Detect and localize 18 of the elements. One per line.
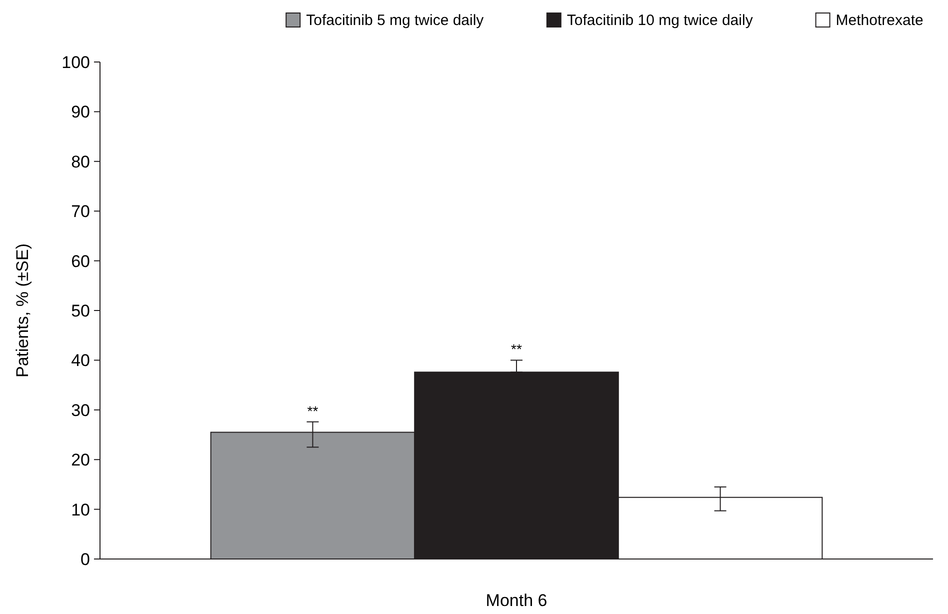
annotation: ** [511, 341, 522, 358]
y-tick-label: 10 [71, 500, 90, 520]
y-tick-label: 30 [71, 400, 90, 420]
y-tick-label: 60 [71, 252, 90, 271]
x-tick-label: Month 6 [486, 591, 548, 610]
legend-label: Tofacitinib 10 mg twice daily [566, 12, 754, 29]
y-axis-title: Patients, % (±SE) [13, 243, 32, 378]
y-tick-label: 70 [71, 202, 90, 222]
annotation: ** [307, 402, 319, 419]
y-tick-label: 100 [62, 52, 90, 72]
legend-label: Methotrexate [836, 12, 924, 29]
y-tick-label: 20 [71, 450, 90, 470]
legend-label: Tofacitinib 5 mg twice daily [306, 12, 484, 29]
y-tick-label: 40 [71, 351, 90, 370]
y-tick-label: 90 [71, 102, 90, 122]
y-tick-label: 80 [71, 152, 90, 172]
y-tick-label: 0 [80, 550, 90, 569]
y-tick-label: 50 [71, 301, 90, 320]
